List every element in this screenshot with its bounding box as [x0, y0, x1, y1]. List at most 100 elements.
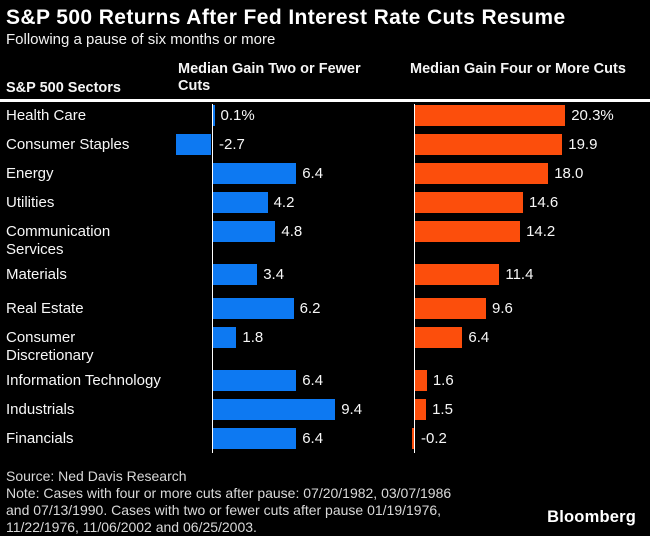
bar-two-or-fewer-cuts — [213, 327, 237, 348]
value-label: 4.8 — [281, 223, 303, 240]
value-label: -2.7 — [219, 136, 245, 153]
sector-label: Communication Services — [6, 223, 111, 258]
value-label: 6.4 — [302, 165, 324, 182]
bar-cell-right: 18.0 — [405, 163, 650, 192]
bar-cell-right: 14.6 — [405, 192, 650, 221]
bar-cell-right: 14.2 — [405, 221, 650, 264]
value-label: -0.2 — [421, 430, 447, 447]
value-label: 18.0 — [554, 165, 584, 182]
column-header-four-or-more-cuts: Median Gain Four or More Cuts — [410, 61, 626, 77]
value-label: 1.5 — [432, 401, 453, 418]
value-label: 4.2 — [273, 194, 295, 211]
sector-row: Industrials 9.4 1.5 — [0, 399, 650, 428]
bar-two-or-fewer-cuts — [213, 105, 215, 126]
value-label: 11.4 — [505, 266, 534, 283]
bar-two-or-fewer-cuts — [213, 370, 297, 391]
bar-four-or-more-cuts — [415, 399, 427, 420]
footer: Source: Ned Davis Research Note: Cases w… — [6, 468, 451, 536]
value-label: 9.6 — [492, 300, 513, 317]
value-label: 1.8 — [242, 329, 264, 346]
bar-four-or-more-cuts — [415, 298, 487, 319]
bar-cell-left: 6.2 — [175, 298, 405, 327]
value-label: 6.2 — [299, 300, 321, 317]
bar-two-or-fewer-cuts — [213, 221, 276, 242]
sector-row: Consumer Staples -2.7 19.9 — [0, 134, 650, 163]
sector-label: Industrials — [6, 401, 75, 418]
bar-cell-right: 19.9 — [405, 134, 650, 163]
bar-cell-left: 4.2 — [175, 192, 405, 221]
bar-cell-left: 6.4 — [175, 428, 405, 457]
value-label: 6.4 — [302, 372, 324, 389]
right-axis-baseline — [413, 104, 415, 453]
source-text: Source: Ned Davis Research — [6, 468, 187, 484]
sector-row: Energy 6.4 18.0 — [0, 163, 650, 192]
chart-title: S&P 500 Returns After Fed Interest Rate … — [6, 6, 566, 29]
sector-label: Consumer Staples — [6, 136, 130, 153]
sector-label: Consumer Discretionary — [6, 329, 94, 364]
sector-row: Real Estate 6.2 9.6 — [0, 298, 650, 327]
bar-two-or-fewer-cuts — [213, 192, 268, 213]
bar-cell-right: -0.2 — [405, 428, 650, 457]
bar-cell-left: 0.1% — [175, 105, 405, 134]
header-rule — [0, 99, 650, 102]
value-label: 20.3% — [571, 107, 614, 124]
column-header-two-or-fewer-cuts: Median Gain Two or Fewer Cuts — [178, 61, 361, 94]
bar-cell-left: -2.7 — [175, 134, 405, 163]
bar-cell-left: 1.8 — [175, 327, 405, 370]
bar-cell-right: 11.4 — [405, 264, 650, 293]
value-label: 19.9 — [568, 136, 598, 153]
bar-cell-right: 9.6 — [405, 298, 650, 327]
value-label: 6.4 — [302, 430, 324, 447]
bar-four-or-more-cuts — [415, 192, 524, 213]
bar-four-or-more-cuts — [415, 105, 566, 126]
sector-label: Health Care — [6, 107, 87, 124]
sector-row: Health Care 0.1% 20.3% — [0, 105, 650, 134]
value-label: 14.6 — [529, 194, 559, 211]
sector-row: Information Technology 6.4 1.6 — [0, 370, 650, 399]
sector-label: Energy — [6, 165, 54, 182]
sector-row: Materials 3.4 11.4 — [0, 264, 650, 293]
sector-row: Communication Services 4.8 14.2 — [0, 221, 650, 264]
value-label: 1.6 — [432, 372, 454, 389]
sector-label: Real Estate — [6, 300, 84, 317]
value-label: 9.4 — [341, 401, 363, 418]
bloomberg-logo: Bloomberg — [547, 508, 636, 526]
bar-cell-left: 3.4 — [175, 264, 405, 293]
bar-two-or-fewer-cuts — [213, 264, 258, 285]
sector-label: Materials — [6, 266, 67, 283]
value-label: 3.4 — [263, 266, 285, 283]
bar-two-or-fewer-cuts — [213, 428, 297, 449]
bar-cell-right: 20.3% — [405, 105, 650, 134]
bar-four-or-more-cuts — [415, 221, 521, 242]
bar-cell-right: 6.4 — [405, 327, 650, 370]
bar-chart-rows: Health Care 0.1% 20.3% Consumer Staples -2.7… — [0, 104, 650, 457]
sector-row: Financials 6.4 -0.2 — [0, 428, 650, 457]
value-label: 6.4 — [468, 329, 490, 346]
sector-label: Utilities — [6, 194, 55, 211]
bar-four-or-more-cuts — [415, 163, 549, 184]
sector-row: Consumer Discretionary 1.8 6.4 — [0, 327, 650, 370]
bar-cell-left: 4.8 — [175, 221, 405, 264]
sector-label: Financials — [6, 430, 74, 447]
bar-four-or-more-cuts — [415, 370, 427, 391]
chart-subtitle: Following a pause of six months or more — [6, 31, 276, 48]
left-axis-baseline — [211, 104, 213, 453]
bar-cell-left: 9.4 — [175, 399, 405, 428]
bar-four-or-more-cuts — [415, 327, 463, 348]
bar-two-or-fewer-cuts — [213, 298, 294, 319]
sector-row: Utilities 4.2 14.6 — [0, 192, 650, 221]
bar-four-or-more-cuts — [415, 134, 563, 155]
bar-four-or-more-cuts — [412, 428, 414, 449]
bar-cell-left: 6.4 — [175, 163, 405, 192]
bar-cell-right: 1.6 — [405, 370, 650, 399]
bar-two-or-fewer-cuts — [213, 399, 336, 420]
value-label: 14.2 — [526, 223, 556, 240]
value-label: 0.1% — [220, 107, 255, 124]
bar-two-or-fewer-cuts — [213, 163, 297, 184]
bar-two-or-fewer-cuts — [176, 134, 212, 155]
sector-label: Information Technology — [6, 372, 161, 389]
bar-cell-right: 1.5 — [405, 399, 650, 428]
bar-cell-left: 6.4 — [175, 370, 405, 399]
bar-four-or-more-cuts — [415, 264, 500, 285]
